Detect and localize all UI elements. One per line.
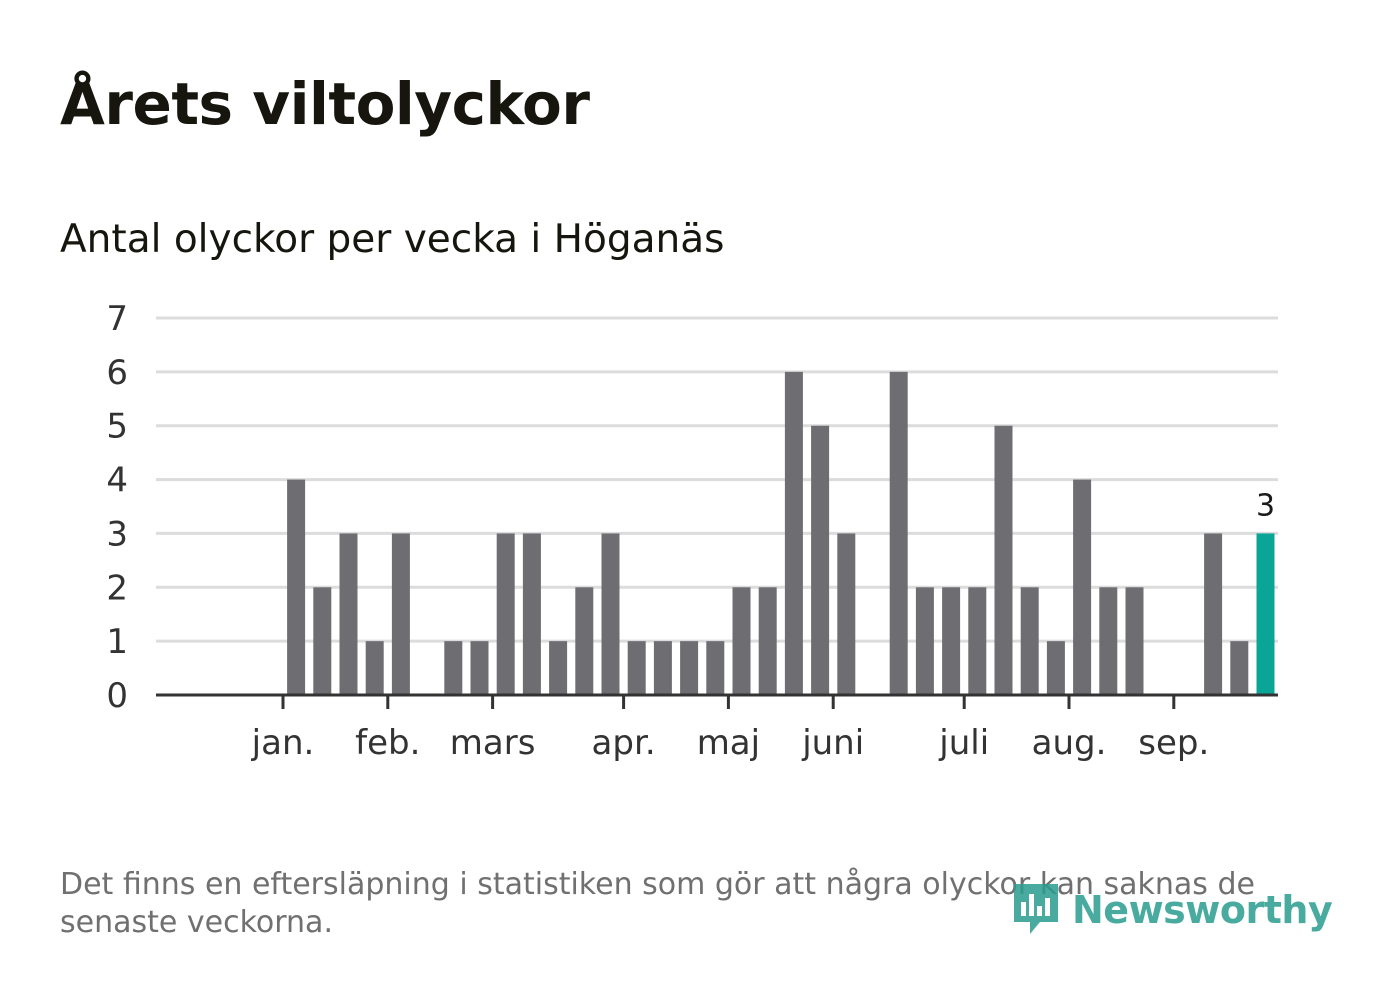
y-axis-ticks: 0 1 2 3 4 5 6 7 [106,299,128,716]
logo-text: Newsworthy [1072,888,1333,932]
bar [680,641,699,695]
bar [942,587,961,695]
bar [313,587,332,695]
newsworthy-logo: Newsworthy [1010,878,1333,942]
x-tick-label: mars [450,723,536,763]
bar [732,587,751,695]
bar [915,587,934,695]
bar [784,371,803,695]
bar [706,641,725,695]
bar [522,533,541,695]
y-tick-label: 6 [106,353,128,393]
bar [339,533,358,695]
y-tick-label: 5 [106,407,128,447]
y-tick-label: 3 [106,514,128,554]
bar-highlight [1256,533,1275,695]
bar [1230,641,1249,695]
x-tick-label: jan. [251,723,315,763]
bar [601,533,620,695]
x-tick-label: maj [697,723,760,763]
bar [287,479,306,695]
bar [837,533,856,695]
bar [470,641,489,695]
x-tick-label: apr. [592,723,656,763]
y-tick-label: 2 [106,568,128,608]
bar [1099,587,1118,695]
bar [1046,641,1065,695]
highlight-value-label: 3 [1256,488,1275,523]
y-tick-label: 1 [106,622,128,662]
bar [889,371,908,695]
bar [549,641,568,695]
bar [1204,533,1223,695]
x-tick-label: sep. [1138,723,1209,763]
bar [994,425,1013,695]
bar [496,533,515,695]
bar [1125,587,1144,695]
x-axis-ticks: jan. feb. mars apr. maj juni juli aug. sep. [251,695,1209,763]
x-tick-label: juli [938,723,989,763]
x-tick-label: feb. [355,723,420,763]
bar [444,641,463,695]
bar [365,641,384,695]
bar [968,587,987,695]
y-tick-label: 0 [106,676,128,716]
bar [758,587,777,695]
x-tick-label: aug. [1032,723,1107,763]
newsworthy-logo-icon [1014,884,1058,934]
y-tick-label: 4 [106,461,128,501]
bar [811,425,830,695]
bar [653,641,672,695]
bar [575,587,594,695]
chart-title: Årets viltolyckor [60,70,590,138]
y-tick-label: 7 [106,299,128,339]
bar [391,533,410,695]
x-tick-label: juni [801,723,864,763]
bar-chart: 0 1 2 3 4 5 6 7 jan. feb. mars apr. maj juni juli aug.… [106,299,1278,763]
bar [627,641,646,695]
value-labels: 3 [1256,488,1275,523]
bars [287,371,1275,695]
chart-subtitle: Antal olyckor per vecka i Höganäs [60,217,725,262]
bar [1073,479,1092,695]
bar [1020,587,1039,695]
